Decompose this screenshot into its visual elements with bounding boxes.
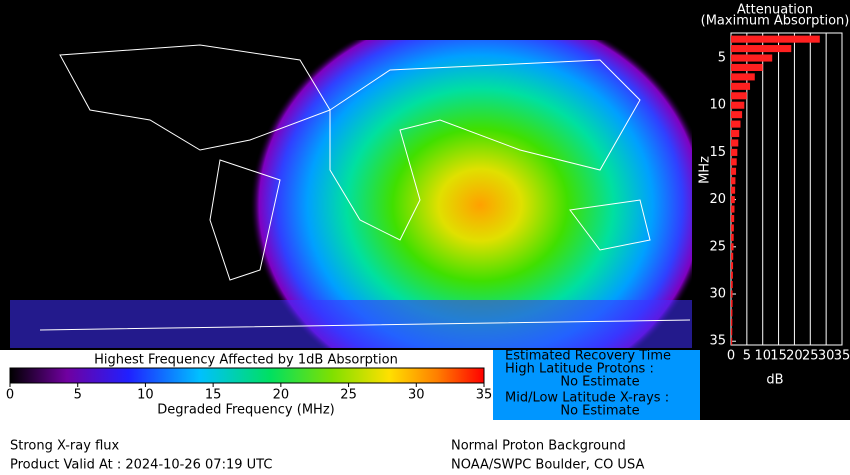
bar bbox=[731, 262, 734, 270]
colorbar-tick-label: 35 bbox=[476, 388, 493, 403]
bar bbox=[731, 73, 755, 81]
x-tick-label: 5 bbox=[743, 349, 751, 364]
colorbar-tick-label: 25 bbox=[340, 388, 357, 403]
y-tick-label: 35 bbox=[709, 334, 726, 349]
axis-label: MHz bbox=[698, 156, 713, 184]
chart-subtitle: (Maximum Absorption) bbox=[701, 14, 850, 29]
bar bbox=[731, 214, 735, 223]
footer-text: Normal Proton Background bbox=[451, 439, 626, 454]
bar bbox=[731, 148, 738, 156]
bar bbox=[731, 318, 733, 326]
colorbar-tick-label: 0 bbox=[6, 388, 14, 403]
bar bbox=[731, 186, 736, 194]
bar bbox=[731, 328, 733, 336]
bar bbox=[731, 337, 733, 345]
bar bbox=[731, 309, 733, 317]
colorbar-tick-label: 30 bbox=[408, 388, 425, 403]
x-tick-label: 25 bbox=[802, 349, 819, 364]
bar bbox=[731, 224, 734, 232]
x-tick-label: 0 bbox=[727, 349, 735, 364]
bar bbox=[731, 196, 735, 204]
y-tick-label: 5 bbox=[718, 51, 726, 66]
footer-text: Strong X-ray flux bbox=[10, 439, 119, 454]
bar bbox=[731, 111, 743, 119]
bar bbox=[731, 252, 734, 260]
y-tick-label: 10 bbox=[709, 98, 726, 113]
x-tick-label: 30 bbox=[818, 349, 835, 364]
bar bbox=[731, 92, 747, 100]
bar bbox=[731, 281, 733, 289]
dark-panel bbox=[700, 350, 850, 420]
x-tick-label: 15 bbox=[770, 349, 787, 364]
colorbar-tick-label: 15 bbox=[205, 388, 222, 403]
absorption-map bbox=[10, 40, 692, 348]
recovery-value: No Estimate bbox=[560, 375, 639, 390]
recovery-title: Estimated Recovery Time bbox=[505, 349, 671, 364]
bar bbox=[731, 243, 734, 251]
bar bbox=[731, 54, 773, 62]
recovery-label: Mid/Low Latitude X-rays : bbox=[505, 391, 669, 406]
x-tick-label: 35 bbox=[834, 349, 850, 364]
chart-title: Attenuation bbox=[737, 3, 813, 18]
axis-label: dB bbox=[766, 373, 783, 388]
bar bbox=[731, 139, 739, 147]
bar bbox=[731, 158, 737, 166]
x-tick-label: 20 bbox=[786, 349, 803, 364]
recovery-label: High Latitude Protons : bbox=[505, 362, 654, 377]
bar bbox=[731, 271, 733, 279]
y-tick-label: 25 bbox=[709, 239, 726, 254]
bar bbox=[731, 205, 735, 213]
footer-text: Product Valid At : 2024-10-26 07:19 UTC bbox=[10, 458, 272, 473]
recovery-box bbox=[493, 350, 700, 420]
bar bbox=[731, 45, 792, 53]
bar bbox=[731, 101, 745, 109]
bar bbox=[731, 35, 820, 43]
footer-text: NOAA/SWPC Boulder, CO USA bbox=[451, 458, 644, 473]
y-tick-label: 30 bbox=[709, 287, 726, 302]
bar bbox=[731, 177, 736, 185]
colorbar-tick-label: 20 bbox=[273, 388, 290, 403]
x-tick-label: 10 bbox=[754, 349, 771, 364]
colorbar-tick-label: 5 bbox=[74, 388, 82, 403]
recovery-value: No Estimate bbox=[560, 404, 639, 419]
colorbar-label: Degraded Frequency (MHz) bbox=[157, 403, 334, 418]
bar bbox=[731, 129, 740, 138]
y-tick-label: 20 bbox=[709, 192, 726, 207]
bar bbox=[731, 233, 734, 241]
bar bbox=[731, 120, 741, 128]
bar bbox=[731, 167, 737, 175]
colorbar-title: Highest Frequency Affected by 1dB Absorp… bbox=[94, 353, 398, 368]
bar bbox=[731, 299, 733, 308]
y-tick-label: 15 bbox=[709, 145, 726, 160]
bar bbox=[731, 63, 763, 71]
bar bbox=[731, 82, 751, 90]
bar bbox=[731, 290, 733, 298]
colorbar-tick-label: 10 bbox=[137, 388, 154, 403]
colorbar bbox=[9, 367, 485, 384]
